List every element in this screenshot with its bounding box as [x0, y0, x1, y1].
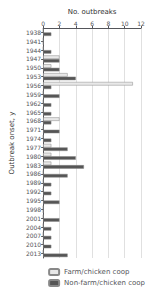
svg-text:1947: 1947 — [26, 55, 41, 62]
svg-text:1992: 1992 — [26, 188, 41, 195]
svg-text:1956: 1956 — [26, 82, 41, 89]
svg-text:1998: 1998 — [26, 206, 41, 213]
svg-text:1962: 1962 — [26, 100, 41, 107]
svg-text:1977: 1977 — [26, 144, 41, 151]
svg-text:1938: 1938 — [26, 29, 41, 36]
svg-text:1995: 1995 — [26, 197, 41, 204]
svg-text:2: 2 — [58, 20, 62, 27]
svg-text:2013: 2013 — [26, 250, 41, 257]
svg-text:1953: 1953 — [26, 73, 41, 80]
svg-text:1944: 1944 — [26, 47, 41, 54]
svg-text:0: 0 — [41, 20, 45, 27]
svg-text:Non-farm/chicken coop: Non-farm/chicken coop — [64, 279, 145, 287]
svg-text:Farm/chicken coop: Farm/chicken coop — [64, 268, 130, 276]
svg-text:10: 10 — [121, 20, 129, 27]
svg-text:1986: 1986 — [26, 170, 41, 177]
svg-text:2004: 2004 — [26, 224, 41, 231]
svg-text:1950: 1950 — [26, 64, 41, 71]
svg-text:1983: 1983 — [26, 162, 41, 169]
svg-text:2001: 2001 — [26, 215, 41, 222]
svg-text:1959: 1959 — [26, 91, 41, 98]
svg-text:Outbreak onset, y: Outbreak onset, y — [8, 112, 16, 175]
svg-text:1980: 1980 — [26, 153, 41, 160]
svg-text:No. outbreaks: No. outbreaks — [68, 8, 117, 16]
svg-text:1971: 1971 — [26, 126, 41, 133]
svg-text:2007: 2007 — [26, 232, 41, 239]
svg-text:8: 8 — [106, 20, 110, 27]
svg-text:4: 4 — [74, 20, 78, 27]
svg-text:1968: 1968 — [26, 117, 41, 124]
svg-text:6: 6 — [90, 20, 94, 27]
svg-text:1941: 1941 — [26, 38, 41, 45]
svg-text:1989: 1989 — [26, 179, 41, 186]
svg-text:1974: 1974 — [26, 135, 41, 142]
svg-text:1965: 1965 — [26, 109, 41, 116]
svg-text:2010: 2010 — [26, 241, 41, 248]
svg-text:12: 12 — [137, 20, 145, 27]
